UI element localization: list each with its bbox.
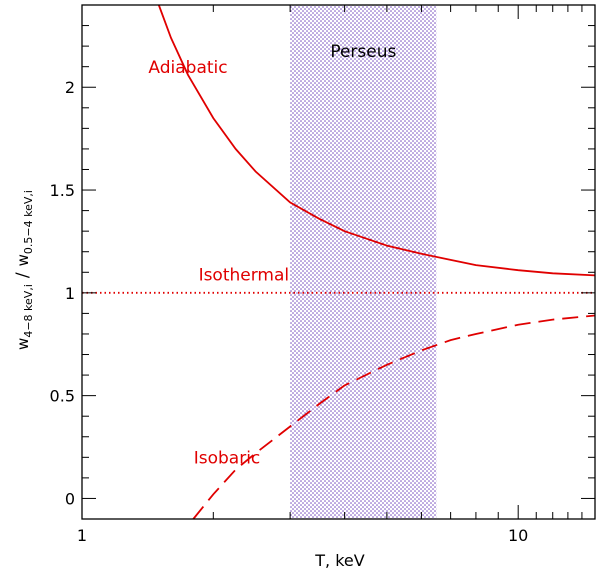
series-adiabatic-line [157, 4, 596, 277]
series-isothermal-label: Isothermal [199, 266, 290, 286]
y-axis-label: w4−8 keV,i/w0.5−4 keV,i [13, 190, 35, 350]
x-tick-label: 1 [77, 526, 87, 545]
perseus-label: Perseus [330, 42, 396, 62]
y-label-num-base: w [14, 338, 32, 350]
series-adiabatic-label: Adiabatic [148, 58, 227, 78]
y-label-den-sub: 0.5−4 keV,i [22, 190, 35, 254]
plot-frame [81, 4, 596, 520]
y-tick-label: 2 [65, 78, 75, 97]
perseus-region [290, 5, 437, 519]
y-label-den-base: w [14, 254, 32, 266]
y-tick-label: 0.5 [50, 387, 75, 406]
series-isobaric-label: Isobaric [194, 448, 261, 468]
x-axis-label: T, keV [314, 551, 364, 570]
y-tick-label: 0 [65, 489, 75, 508]
y-tick-label: 1.5 [50, 181, 75, 200]
y-label-num-sub: 4−8 keV,i [22, 284, 35, 338]
y-tick-label: 1 [65, 284, 75, 303]
y-label-slash: / [13, 272, 33, 278]
series-isobaric-line [192, 314, 596, 520]
x-tick-label: 10 [508, 526, 528, 545]
